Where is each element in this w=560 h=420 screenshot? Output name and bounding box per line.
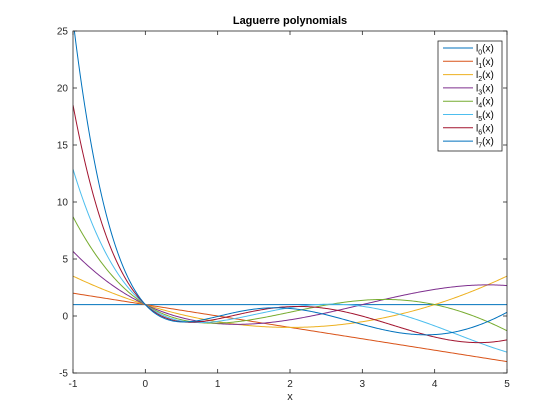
legend-label-suffix: (x) (482, 123, 494, 134)
legend-label-suffix: (x) (482, 57, 494, 68)
legend-label-suffix: (x) (482, 83, 494, 94)
x-tick-label: 5 (504, 379, 510, 390)
chart-title: Laguerre polynomials (233, 15, 347, 27)
x-tick-label: 4 (432, 379, 438, 390)
legend-label-6: l6(x) (476, 123, 494, 136)
legend-label-suffix: (x) (482, 97, 494, 108)
legend[interactable]: l0(x)l1(x)l2(x)l3(x)l4(x)l5(x)l6(x)l7(x) (437, 40, 503, 152)
y-tick-label: 15 (57, 141, 69, 152)
series-layer (73, 31, 507, 363)
legend-label-subscript: 4 (478, 103, 482, 110)
y-tick-label: 10 (57, 198, 69, 209)
legend-label-suffix: (x) (482, 44, 494, 55)
legend-label-base: l (476, 70, 478, 81)
legend-label-subscript: 2 (478, 76, 482, 83)
legend-label-3: l3(x) (476, 83, 494, 96)
legend-label-suffix: (x) (482, 137, 494, 148)
x-tick-label: 2 (287, 379, 293, 390)
x-tick-label: 1 (215, 379, 221, 390)
y-tick-label: 0 (62, 312, 68, 323)
y-tick-label: 25 (57, 27, 69, 38)
legend-label-base: l (476, 44, 478, 55)
legend-label-base: l (476, 83, 478, 94)
legend-label-subscript: 6 (478, 129, 482, 136)
legend-items: l0(x)l1(x)l2(x)l3(x)l4(x)l5(x)l6(x)l7(x) (443, 44, 494, 150)
x-axis-label: x (287, 391, 293, 403)
legend-label-suffix: (x) (482, 110, 494, 121)
legend-label-subscript: 5 (478, 116, 482, 123)
legend-label-4: l4(x) (476, 97, 494, 110)
legend-label-base: l (476, 123, 478, 134)
x-axis-ticks: -1 0 1 2 3 4 5 (69, 31, 510, 390)
legend-label-0: l0(x) (476, 44, 494, 57)
y-tick-label: 5 (62, 255, 68, 266)
legend-label-base: l (476, 97, 478, 108)
legend-box (437, 40, 503, 152)
legend-label-5: l5(x) (476, 110, 494, 123)
plot-area (73, 31, 507, 373)
legend-label-base: l (476, 137, 478, 148)
legend-label-1: l1(x) (476, 57, 494, 70)
legend-label-7: l7(x) (476, 137, 494, 150)
legend-label-subscript: 7 (478, 143, 482, 150)
y-tick-label: 20 (57, 84, 69, 95)
legend-label-suffix: (x) (482, 70, 494, 81)
legend-label-2: l2(x) (476, 70, 494, 83)
y-tick-label: -5 (59, 369, 68, 380)
x-tick-label: 0 (143, 379, 149, 390)
legend-label-base: l (476, 57, 478, 68)
x-tick-label: 3 (360, 379, 366, 390)
legend-label-subscript: 3 (478, 89, 482, 96)
x-tick-label: -1 (69, 379, 78, 390)
legend-label-subscript: 1 (478, 63, 482, 70)
legend-label-base: l (476, 110, 478, 121)
series-line-7 (73, 31, 507, 336)
legend-label-subscript: 0 (478, 50, 482, 57)
